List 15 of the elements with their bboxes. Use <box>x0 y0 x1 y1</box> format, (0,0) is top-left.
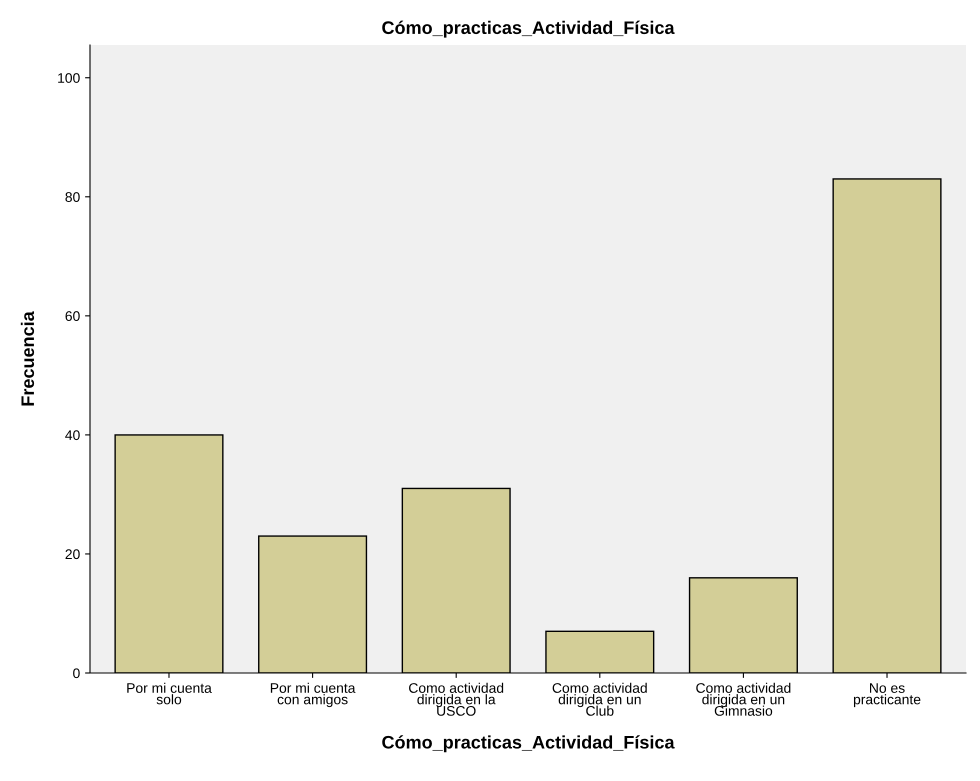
y-tick-label: 40 <box>65 430 80 440</box>
chart-title: Cómo_practicas_Actividad_Física <box>382 20 675 38</box>
y-tick-label: 100 <box>58 73 80 83</box>
y-tick-label: 60 <box>66 311 80 322</box>
x-axis-title: Cómo_practicas_Actividad_Física <box>382 735 675 752</box>
x-tick-label: Por mi cuenta con amigos <box>270 682 356 708</box>
x-tick-label: Como actividad dirigida en la USCO <box>409 682 504 716</box>
y-tick-label: 80 <box>65 192 80 202</box>
x-tick-label: Por mi cuenta solo <box>127 682 212 704</box>
y-tick-label: 0 <box>73 668 80 678</box>
y-axis-title: Frecuencia <box>20 311 34 406</box>
x-tick-label: Como actividad dirigida en un Gimnasio <box>696 682 790 716</box>
x-tick-label: Como actividad dirigida en un Club <box>552 682 647 716</box>
y-tick-label: 20 <box>66 549 80 560</box>
x-tick-label: No es practicante <box>854 683 920 708</box>
